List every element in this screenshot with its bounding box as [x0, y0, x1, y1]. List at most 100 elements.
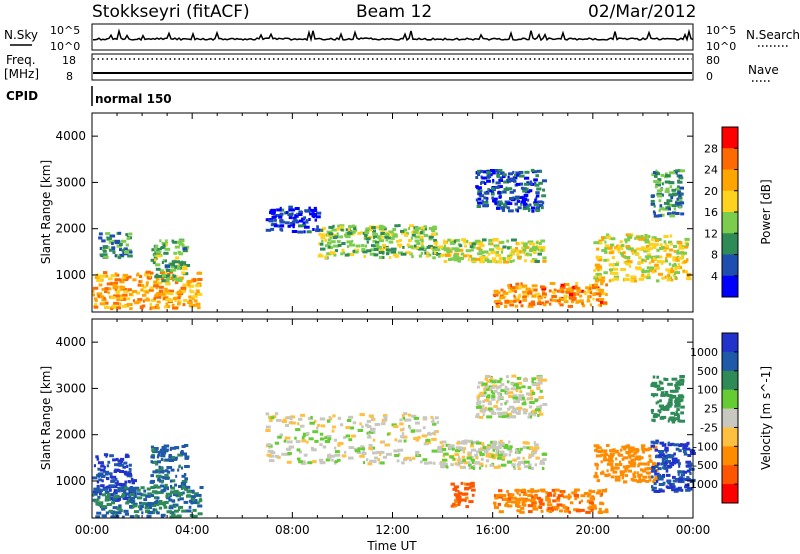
velocity-cell-4-197 [470, 458, 475, 462]
velocity-cell-3-83 [401, 435, 408, 439]
power-cell-2-0 [163, 259, 167, 263]
power-cell-0-118 [171, 303, 175, 307]
velocity-cell-8-84 [660, 462, 667, 466]
velocity-cell-6-52 [580, 499, 583, 503]
power-cell-7-190 [644, 233, 648, 237]
velocity-cell-7-127 [647, 467, 653, 470]
velocity-cell-1-179 [112, 498, 117, 502]
velocity-cell-3-28 [431, 449, 438, 453]
velocity-cell-2-53 [177, 453, 183, 457]
power-cell-0-160 [114, 287, 117, 291]
velocity-cell-10-51 [497, 391, 501, 395]
power-cell-7-218 [670, 270, 675, 273]
power-cell-5-63 [447, 251, 450, 254]
power-cell-4-19 [421, 242, 424, 246]
velocity-cell-1-221 [94, 492, 98, 496]
velocity-cell-4-81 [494, 453, 500, 457]
power-cell-8-56 [678, 196, 683, 200]
velocity-cell-3-107 [415, 421, 420, 425]
velocity-cell-10-93 [542, 403, 548, 406]
power-cell-5-53 [474, 241, 480, 245]
power-cell-7-227 [604, 244, 610, 248]
power-cell-7-98 [665, 257, 668, 261]
power-cell-9-148 [500, 206, 505, 210]
power-cell-8-81 [678, 193, 682, 197]
velocity-cell-7-91 [614, 463, 619, 467]
velocity-cell-8-92 [662, 473, 665, 477]
power-cell-4-46 [436, 252, 442, 256]
power-cell-2-41 [165, 276, 171, 280]
velocity-cell-9-70 [680, 411, 684, 415]
power-cell-9-31 [497, 185, 503, 189]
power-cell-0-61 [148, 274, 152, 278]
power-cell-4-134 [423, 225, 428, 229]
power-cell-7-226 [669, 234, 673, 238]
velocity-cell-9-74 [654, 384, 660, 388]
power-cell-6-69 [582, 304, 586, 308]
velocity-cell-6-175 [530, 499, 536, 503]
power-cell-3-85 [289, 222, 293, 225]
velocity-cell-8-46 [678, 464, 681, 468]
power-cell-7-15 [656, 260, 662, 264]
power-cell-7-125 [604, 240, 607, 244]
power-cell-4-29 [331, 233, 337, 237]
velocity-cell-8-81 [667, 486, 673, 490]
velocity-cell-9-60 [677, 414, 680, 418]
velocity-cell-1-49 [137, 492, 142, 496]
power-cell-8-91 [653, 180, 659, 183]
velocity-cell-4-196 [457, 446, 464, 450]
velocity-cell-1-76 [123, 491, 127, 495]
velocity-cell-7-104 [628, 449, 631, 453]
velocity-cell-0-66 [105, 454, 108, 458]
power-cell-0-31 [119, 287, 125, 291]
power-cell-6-110 [534, 292, 541, 296]
power-cell-5-171 [477, 242, 482, 246]
velocity-cell-0-131 [119, 483, 126, 487]
power-cell-1-43 [107, 236, 112, 240]
power-cell-6-103 [534, 294, 539, 298]
velocity-cell-2-84 [161, 446, 167, 449]
velocity-colorbar-label-7: -1000 [686, 478, 718, 491]
power-cell-7-214 [626, 245, 630, 248]
power-cell-0-152 [114, 294, 120, 298]
velocity-colorbar-label-3: 25 [704, 403, 718, 416]
velocity-cell-1-48 [194, 498, 198, 502]
velocity-cell-10-71 [514, 415, 517, 419]
power-cell-3-88 [315, 229, 320, 233]
power-cell-4-48 [344, 253, 350, 257]
velocity-cell-4-141 [461, 456, 465, 460]
velocity-cell-6-181 [574, 496, 578, 500]
velocity-cell-1-92 [151, 494, 155, 498]
velocity-cell-6-160 [599, 502, 605, 506]
velocity-cell-4-155 [535, 456, 540, 460]
velocity-cell-9-80 [679, 375, 685, 378]
velocity-cell-10-198 [498, 413, 503, 417]
velocity-cell-8-52 [688, 467, 695, 471]
velocity-cell-9-5 [678, 382, 684, 386]
velocity-cell-3-65 [320, 424, 326, 428]
velocity-cell-10-173 [539, 378, 543, 382]
power-cell-0-18 [158, 281, 163, 285]
velocity-cell-4-123 [456, 463, 461, 467]
velocity-cell-3-85 [310, 446, 314, 450]
power-cell-4-197 [328, 232, 334, 236]
velocity-cell-3-209 [406, 418, 412, 422]
velocity-cell-6-119 [573, 508, 578, 512]
velocity-cell-2-55 [155, 474, 162, 478]
power-cell-2-75 [159, 239, 162, 243]
power-cell-9-126 [477, 187, 481, 191]
power-cell-7-143 [664, 259, 668, 263]
velocity-cell-10-22 [483, 398, 490, 402]
velocity-cell-10-70 [531, 380, 534, 384]
velocity-cell-3-125 [300, 413, 306, 417]
velocity-cell-1-2 [153, 496, 158, 500]
velocity-cell-8-40 [651, 485, 654, 489]
power-cell-0-141 [168, 299, 173, 302]
velocity-cell-10-109 [496, 400, 499, 404]
velocity-cell-3-21 [331, 425, 336, 429]
velocity-cell-8-114 [678, 478, 684, 482]
velocity-cell-3-120 [319, 443, 323, 447]
velocity-cell-8-109 [665, 469, 669, 473]
power-cell-5-73 [498, 257, 505, 261]
power-cell-8-78 [673, 207, 676, 211]
